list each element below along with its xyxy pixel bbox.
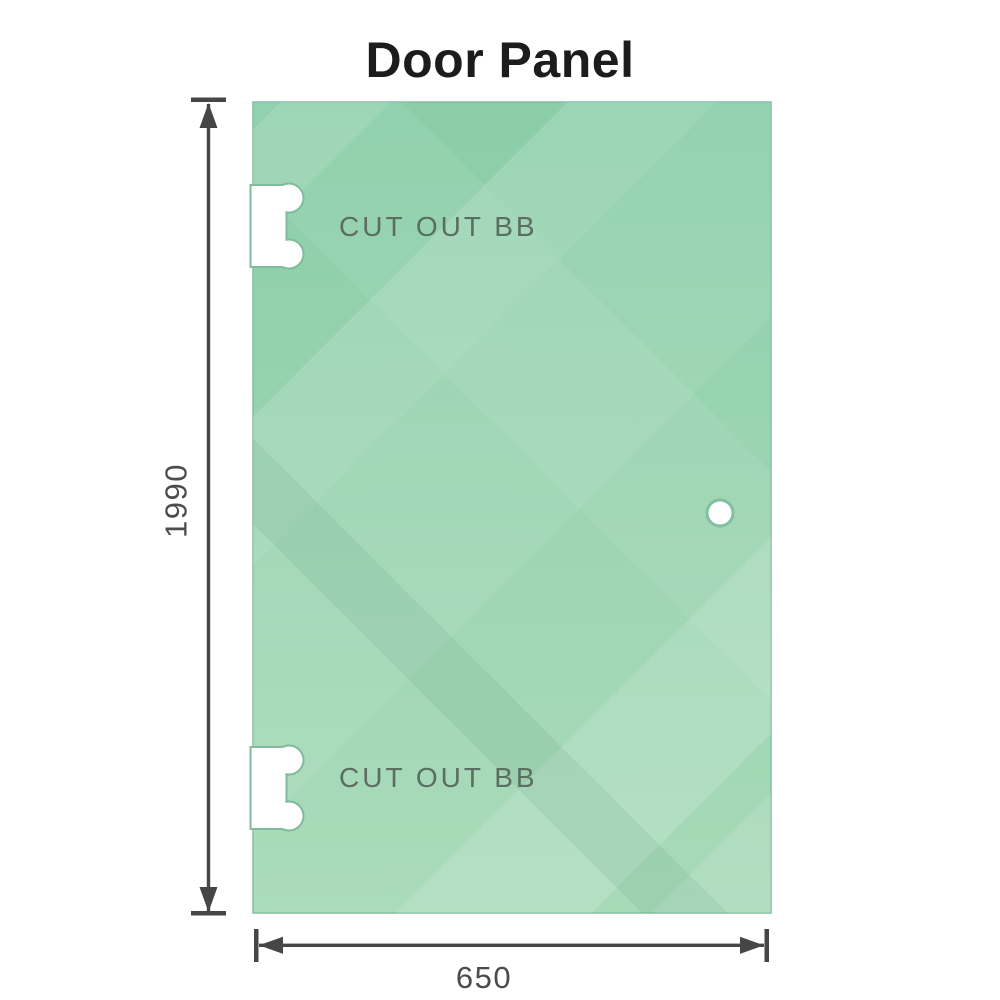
hinge-cutout-top	[249, 182, 305, 270]
width-dimension-value: 650	[455, 960, 513, 995]
width-dimension-line	[259, 943, 764, 947]
width-dimension	[254, 929, 769, 962]
width-dimension-arrow-left-icon	[259, 936, 283, 954]
height-dimension-value: 1990	[158, 463, 194, 538]
cutout-label-bottom: CUT OUT BB	[339, 762, 538, 793]
glass-facets-layer-2	[253, 102, 771, 913]
height-dimension-line	[206, 104, 211, 911]
glass-panel	[252, 101, 772, 914]
hinge-cutout-bottom-fill	[251, 746, 303, 830]
width-dimension-left-cap	[254, 929, 259, 962]
width-dimension-arrow-right-icon	[740, 936, 764, 954]
height-dimension-bottom-cap	[191, 911, 226, 916]
hinge-cutout-top-fill	[251, 184, 303, 268]
height-dimension-arrow-down-icon	[199, 887, 218, 912]
cutout-label-top: CUT OUT BB	[339, 211, 538, 242]
page-title: Door Panel	[365, 32, 635, 88]
width-dimension-right-cap	[764, 929, 769, 962]
handle-hole	[705, 498, 735, 528]
height-dimension-arrow-up-icon	[199, 103, 218, 128]
height-dimension	[191, 97, 226, 916]
hinge-cutout-bottom	[249, 744, 305, 832]
height-dimension-top-cap	[191, 97, 226, 102]
